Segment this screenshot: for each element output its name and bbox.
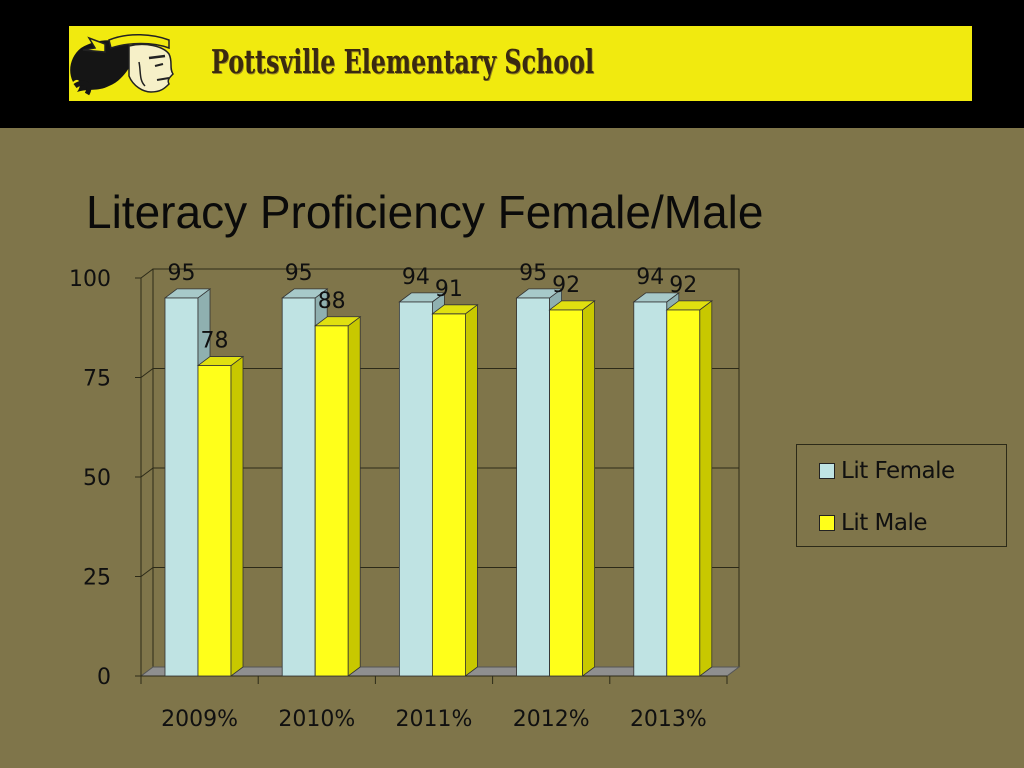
x-tick-label: 2012%	[513, 707, 590, 732]
bar-top	[665, 300, 713, 311]
bar-top	[515, 288, 563, 299]
bar	[633, 301, 668, 677]
bar	[549, 309, 583, 677]
y-tick-label: 0	[97, 665, 111, 690]
bar-top	[398, 292, 446, 303]
legend-item-female: Lit Female	[819, 458, 955, 484]
data-label: 94	[636, 265, 664, 290]
data-label: 95	[285, 261, 313, 286]
bar-top	[314, 316, 362, 327]
bar-top	[163, 288, 212, 299]
warrior-mascot-logo-icon	[70, 34, 174, 96]
bar	[314, 325, 349, 677]
bar	[164, 297, 199, 677]
bar-side	[582, 300, 595, 677]
legend-label-male: Lit Male	[841, 510, 928, 536]
header-band: Pottsville Elementary School	[0, 0, 1024, 128]
data-label: 78	[201, 329, 229, 354]
bar-side	[230, 355, 244, 677]
bar-side	[699, 300, 713, 677]
bar	[398, 301, 433, 677]
data-label: 92	[669, 273, 697, 298]
legend-swatch-male	[819, 515, 835, 531]
school-name: Pottsville Elementary School	[211, 42, 595, 81]
y-tick-label: 25	[83, 566, 111, 591]
data-label: 94	[402, 265, 430, 290]
bar	[431, 313, 466, 677]
y-tick-label: 50	[83, 466, 111, 491]
x-tick-label: 2010%	[278, 707, 355, 732]
bar-top	[632, 292, 680, 303]
gridline-diagonal	[140, 467, 154, 478]
bar-side	[347, 315, 361, 677]
bar	[666, 309, 701, 677]
slide-title: Literacy Proficiency Female/Male	[86, 186, 764, 238]
school-banner: Pottsville Elementary School	[69, 26, 972, 101]
bar	[516, 297, 550, 677]
data-label: 95	[168, 261, 196, 286]
bar-top	[196, 356, 245, 366]
legend-label-female: Lit Female	[841, 458, 955, 484]
bar	[281, 297, 316, 677]
bar-top	[431, 304, 479, 315]
legend-swatch-female	[819, 463, 835, 479]
data-label: 95	[519, 261, 547, 286]
chart-legend: Lit Female Lit Male	[796, 444, 1007, 547]
bar-top	[548, 300, 596, 311]
gridline-diagonal	[140, 268, 154, 279]
data-label: 88	[318, 289, 346, 314]
x-tick-label: 2013%	[630, 707, 707, 732]
bar-side	[464, 304, 478, 677]
legend-item-male: Lit Male	[819, 510, 928, 536]
y-tick-label: 100	[69, 267, 111, 292]
data-label: 91	[435, 277, 463, 302]
bar	[197, 365, 232, 677]
x-tick-label: 2009%	[161, 707, 238, 732]
gridline-diagonal	[140, 368, 154, 378]
y-tick-label: 75	[83, 367, 111, 392]
gridline-diagonal	[140, 567, 154, 577]
bar-top	[281, 288, 329, 299]
data-label: 92	[552, 273, 580, 298]
x-tick-label: 2011%	[396, 707, 473, 732]
